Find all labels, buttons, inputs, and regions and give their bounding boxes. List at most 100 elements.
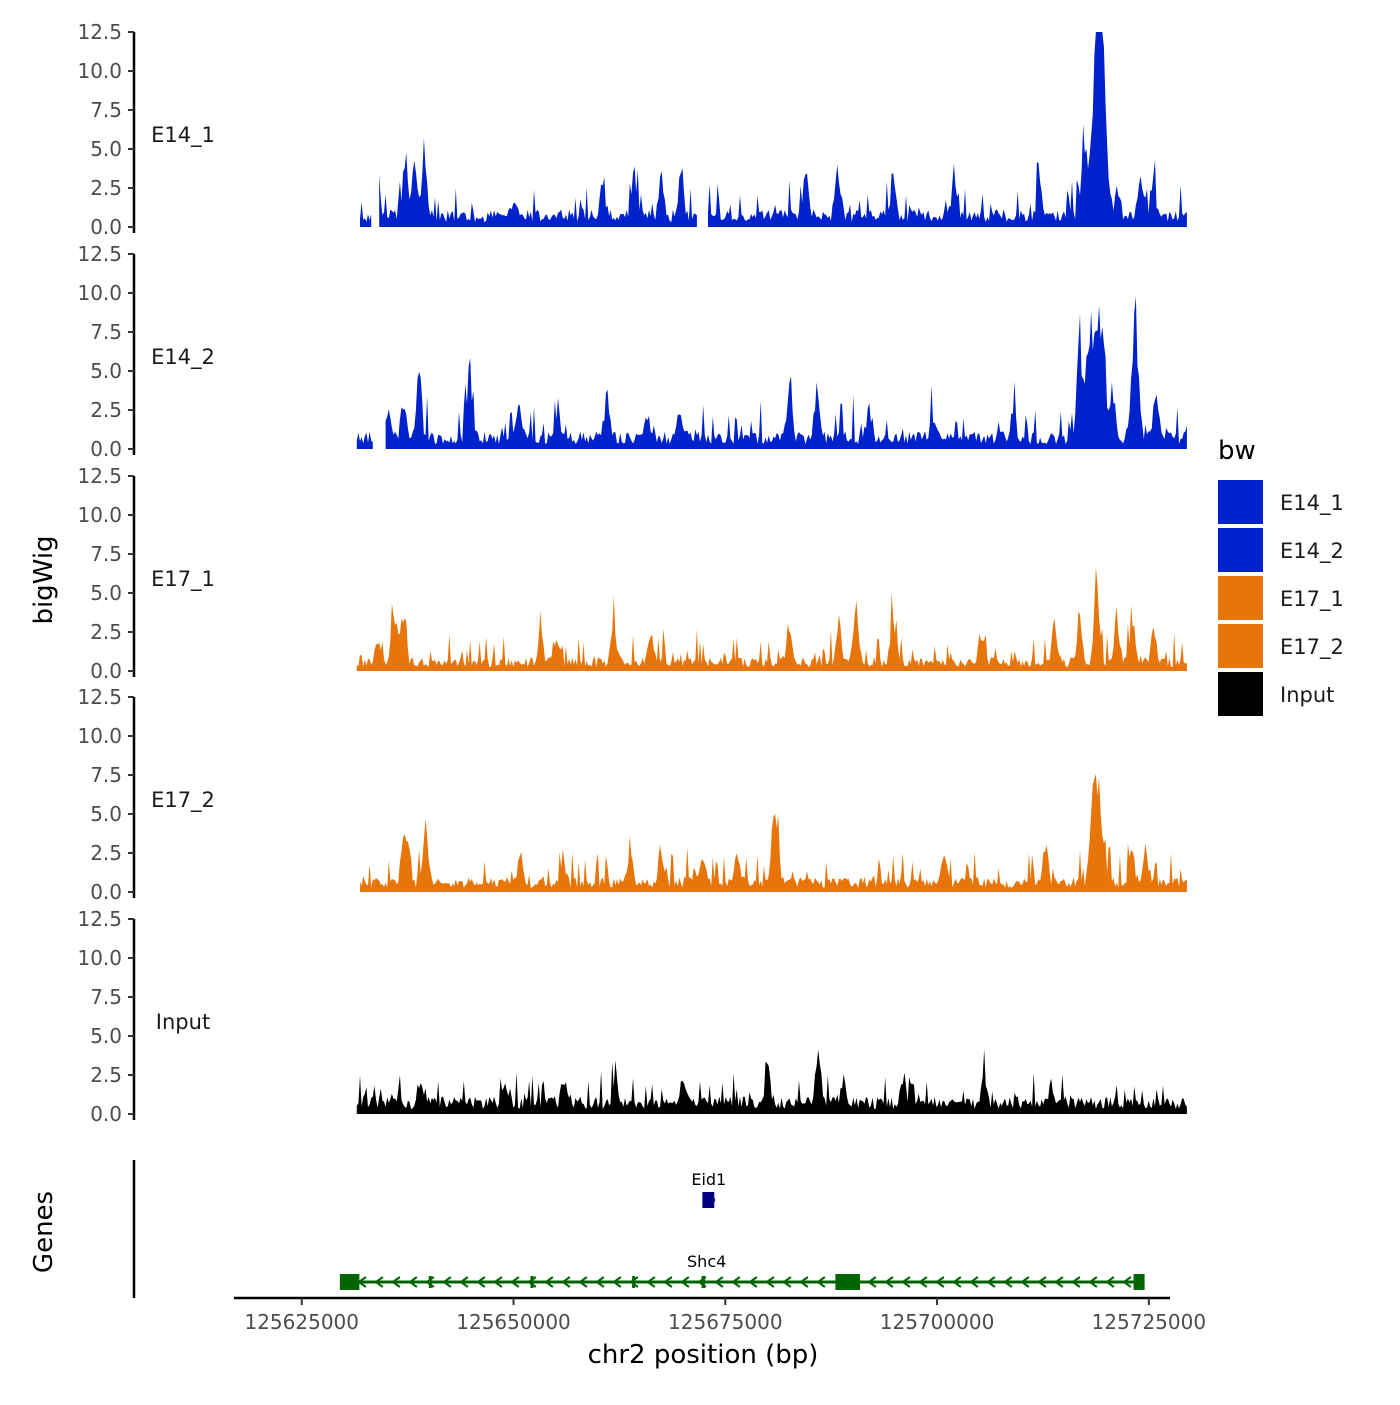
y-tick-label: 2.5 — [90, 1063, 122, 1087]
gene-label-Eid1: Eid1 — [691, 1170, 726, 1189]
strand-arrow — [952, 1276, 962, 1288]
genes-track-title: Genes — [29, 1191, 59, 1273]
y-tick-label: 2.5 — [90, 176, 122, 200]
legend-swatch-E17_2 — [1218, 624, 1263, 668]
y-tick-label: 5.0 — [90, 1024, 122, 1048]
strand-arrow — [680, 1276, 690, 1288]
exon-Shc4 — [835, 1274, 860, 1290]
y-tick-label: 10.0 — [77, 59, 122, 83]
strand-arrow — [765, 1276, 775, 1288]
strand-arrow — [544, 1276, 554, 1288]
strand-arrow — [867, 1276, 877, 1288]
exon-Shc4 — [1133, 1274, 1145, 1290]
y-tick-label: 7.5 — [90, 985, 122, 1009]
legend-label-E17_1: E17_1 — [1280, 587, 1344, 612]
x-tick-label: 125725000 — [1092, 1310, 1207, 1334]
strand-arrow — [1054, 1276, 1064, 1288]
coverage-area-E14_1 — [360, 32, 1187, 227]
strand-arrow — [578, 1276, 588, 1288]
exon-Shc4 — [632, 1276, 636, 1288]
x-tick-label: 125700000 — [880, 1310, 995, 1334]
strand-arrow — [731, 1276, 741, 1288]
y-tick-label: 5.0 — [90, 359, 122, 383]
y-tick-label: 10.0 — [77, 724, 122, 748]
coverage-area-E17_2 — [360, 774, 1187, 892]
y-tick-label: 5.0 — [90, 137, 122, 161]
strand-arrow — [374, 1276, 384, 1288]
strand-arrow — [1071, 1276, 1081, 1288]
exon-Shc4 — [339, 1274, 360, 1290]
strand-arrow — [901, 1276, 911, 1288]
strand-arrow — [612, 1276, 622, 1288]
legend-swatch-E14_1 — [1218, 480, 1263, 524]
strand-arrow — [1088, 1276, 1098, 1288]
track-label-E14_1: E14_1 — [151, 123, 215, 148]
exon-Shc4 — [428, 1276, 432, 1288]
y-tick-label: 7.5 — [90, 542, 122, 566]
panel-E14_2: 0.0 2.5 5.0 7.5 10.0 12.5 E14_2 — [77, 242, 1187, 461]
coverage-area-E17_1 — [356, 566, 1187, 671]
x-axis: 125625000 125650000 125675000 125700000 1257… — [234, 1296, 1207, 1334]
y-tick-label: 10.0 — [77, 503, 122, 527]
strand-arrow — [969, 1276, 979, 1288]
strand-arrow — [799, 1276, 809, 1288]
legend-swatch-Input — [1218, 672, 1263, 716]
x-tick-label: 125625000 — [244, 1310, 359, 1334]
strand-arrow — [510, 1276, 520, 1288]
y-tick-label: 12.5 — [77, 685, 122, 709]
legend-swatch-E17_1 — [1218, 576, 1263, 620]
strand-arrow — [816, 1276, 826, 1288]
coverage-area-Input — [356, 1049, 1187, 1114]
strand-arrow — [595, 1276, 605, 1288]
legend-label-Input: Input — [1280, 683, 1334, 707]
y-tick-label: 7.5 — [90, 320, 122, 344]
y-tick-label: 12.5 — [77, 242, 122, 266]
y-tick-label: 2.5 — [90, 841, 122, 865]
strand-arrow — [714, 1276, 724, 1288]
strand-arrow — [493, 1276, 503, 1288]
y-tick-label: 12.5 — [77, 20, 122, 44]
panel-E14_1: 0.0 2.5 5.0 7.5 10.0 12.5 E14_1 — [77, 20, 1187, 239]
y-axis-title: bigWig — [29, 535, 59, 624]
strand-arrow — [1003, 1276, 1013, 1288]
strand-arrow — [561, 1276, 571, 1288]
strand-arrow — [1105, 1276, 1115, 1288]
x-axis-title: chr2 position (bp) — [588, 1340, 819, 1370]
strand-arrow — [391, 1276, 401, 1288]
strand-arrow — [748, 1276, 758, 1288]
strand-arrow — [527, 1276, 537, 1288]
y-tick-label: 7.5 — [90, 763, 122, 787]
strand-arrow — [408, 1276, 418, 1288]
gene-label-Shc4: Shc4 — [687, 1252, 726, 1271]
y-tick-label: 0.0 — [90, 1102, 122, 1126]
exon-Shc4 — [701, 1276, 705, 1288]
coverage-panels: 0.0 2.5 5.0 7.5 10.0 12.5 E14_1 0.0 2.5 5.0 7.5 10.… — [77, 20, 1187, 1126]
y-tick-label: 0.0 — [90, 215, 122, 239]
legend-title: bw — [1218, 436, 1256, 466]
exon-Eid1 — [702, 1192, 715, 1208]
legend-label-E17_2: E17_2 — [1280, 635, 1344, 660]
legend-label-E14_1: E14_1 — [1280, 491, 1344, 516]
track-label-E17_1: E17_1 — [151, 567, 215, 592]
strand-arrow — [629, 1276, 639, 1288]
y-tick-label: 7.5 — [90, 98, 122, 122]
gene-Eid1: Eid1 — [691, 1170, 726, 1208]
y-tick-label: 0.0 — [90, 437, 122, 461]
strand-arrow — [935, 1276, 945, 1288]
strand-arrow — [646, 1276, 656, 1288]
y-tick-label: 12.5 — [77, 907, 122, 931]
strand-arrow — [459, 1276, 469, 1288]
strand-arrow — [476, 1276, 486, 1288]
y-tick-label: 5.0 — [90, 581, 122, 605]
strand-arrow — [782, 1276, 792, 1288]
y-tick-label: 12.5 — [77, 464, 122, 488]
genes-track: Eid1 Shc4 — [132, 1160, 1145, 1298]
strand-arrow — [1020, 1276, 1030, 1288]
x-tick-label: 125650000 — [456, 1310, 571, 1334]
y-tick-label: 0.0 — [90, 880, 122, 904]
y-tick-label: 2.5 — [90, 398, 122, 422]
coverage-area-E14_2 — [356, 296, 1187, 449]
strand-arrow — [663, 1276, 673, 1288]
